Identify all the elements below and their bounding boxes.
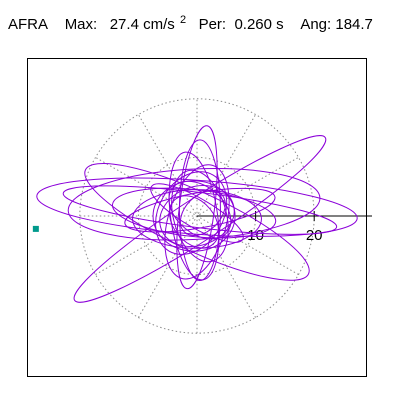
- trace-loop-10: [178, 139, 221, 281]
- plot-frame: [27, 58, 367, 377]
- station-code: AFRA: [8, 16, 49, 33]
- marker-group: [32, 225, 39, 232]
- max-unit: cm/s: [143, 16, 175, 33]
- period-label: Per:: [198, 16, 227, 33]
- trace-loop-7: [124, 187, 276, 233]
- plot-header: AFRA Max: 27.4 cm/s 2 Per: 0.260 s Ang: …: [8, 14, 373, 33]
- trace-loop-18: [179, 190, 226, 236]
- axis-group: 10 20: [197, 211, 372, 244]
- trace-loop-1: [36, 177, 358, 237]
- tick-label-20: 20: [306, 227, 323, 244]
- period-value: 0.260 s: [234, 16, 284, 33]
- trace-loop-11: [168, 151, 220, 281]
- trace-loop-17: [169, 195, 220, 249]
- max-unit-exponent: 2: [179, 14, 187, 26]
- trace-loop-20: [152, 180, 236, 252]
- trace-loop-4: [67, 168, 321, 241]
- trace-group: [36, 125, 358, 303]
- max-value: 27.4: [109, 16, 139, 33]
- trace-loop-8: [132, 189, 262, 249]
- trace-loop-16: [168, 180, 232, 240]
- max-label: Max:: [64, 16, 98, 33]
- trace-loop-2: [73, 135, 327, 303]
- trace-loop-13: [171, 169, 229, 263]
- start-marker: [32, 225, 39, 232]
- trace-loop-5: [84, 162, 310, 281]
- trace-loop-12: [164, 164, 230, 280]
- trace-loop-19: [150, 183, 244, 243]
- angle-value: 184.7: [335, 16, 373, 33]
- angle-label: Ang:: [300, 16, 332, 33]
